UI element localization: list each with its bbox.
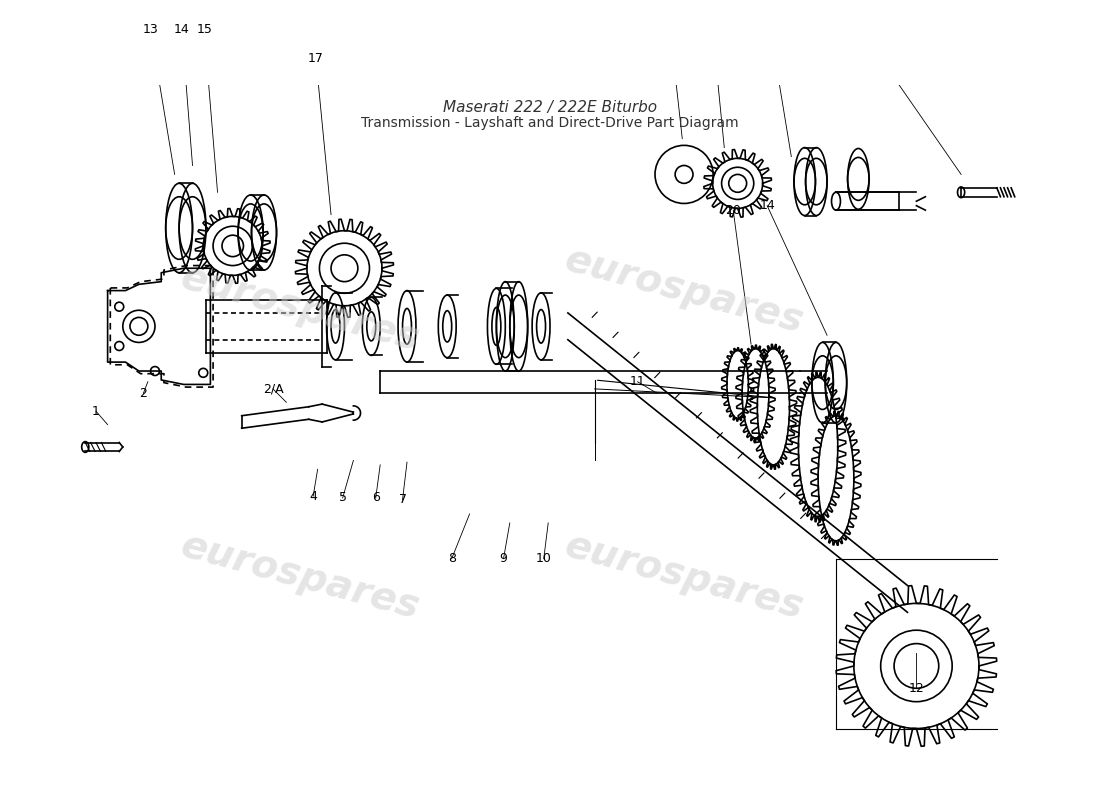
Text: 2: 2 [140, 387, 147, 400]
Text: 9: 9 [499, 552, 507, 566]
Text: Transmission - Layshaft and Direct-Drive Part Diagram: Transmission - Layshaft and Direct-Drive… [361, 115, 739, 130]
Text: 14: 14 [174, 23, 189, 36]
Text: 6: 6 [372, 491, 379, 505]
Text: 20: 20 [725, 204, 741, 217]
Text: 10: 10 [536, 552, 552, 566]
Text: eurospares: eurospares [560, 526, 807, 626]
Text: eurospares: eurospares [176, 526, 424, 626]
Text: eurospares: eurospares [176, 258, 424, 358]
Text: 5: 5 [339, 491, 346, 505]
Text: 17: 17 [308, 52, 323, 65]
Text: 4: 4 [309, 490, 317, 502]
Text: eurospares: eurospares [560, 241, 807, 341]
Text: 11: 11 [629, 375, 646, 388]
Text: 12: 12 [909, 682, 924, 694]
Text: 14: 14 [759, 199, 775, 212]
Text: 2/A: 2/A [263, 382, 284, 395]
Text: 15: 15 [196, 23, 212, 36]
Text: Maserati 222 / 222E Biturbo: Maserati 222 / 222E Biturbo [443, 100, 657, 115]
Text: 13: 13 [143, 23, 158, 36]
Text: 8: 8 [448, 552, 455, 566]
Text: 1: 1 [92, 405, 100, 418]
Text: 7: 7 [398, 494, 407, 506]
